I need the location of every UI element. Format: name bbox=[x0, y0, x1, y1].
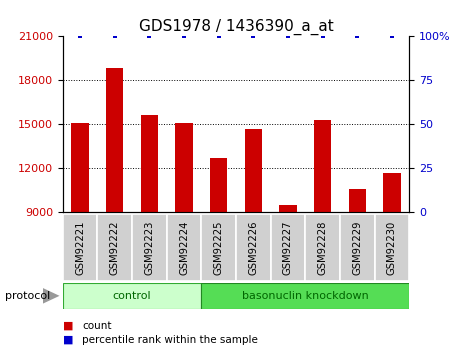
Text: GSM92229: GSM92229 bbox=[352, 220, 362, 275]
Bar bbox=[279, 205, 297, 212]
Text: GSM92225: GSM92225 bbox=[213, 220, 224, 275]
Bar bbox=[271, 214, 305, 281]
Text: count: count bbox=[82, 321, 112, 331]
Text: GSM92223: GSM92223 bbox=[144, 220, 154, 275]
Point bbox=[388, 33, 396, 39]
Point bbox=[250, 33, 257, 39]
Point bbox=[284, 33, 292, 39]
Bar bbox=[314, 120, 331, 212]
Bar bbox=[141, 115, 158, 212]
Point bbox=[215, 33, 222, 39]
Text: GSM92221: GSM92221 bbox=[75, 220, 85, 275]
Polygon shape bbox=[43, 288, 60, 304]
Point bbox=[76, 33, 84, 39]
Text: GSM92230: GSM92230 bbox=[387, 220, 397, 275]
Bar bbox=[201, 283, 409, 309]
Title: GDS1978 / 1436390_a_at: GDS1978 / 1436390_a_at bbox=[139, 19, 333, 35]
Text: GSM92224: GSM92224 bbox=[179, 220, 189, 275]
Text: GSM92226: GSM92226 bbox=[248, 220, 259, 275]
Bar bbox=[340, 214, 374, 281]
Text: GSM92228: GSM92228 bbox=[318, 220, 328, 275]
Bar bbox=[132, 214, 166, 281]
Text: GSM92222: GSM92222 bbox=[110, 220, 120, 275]
Text: control: control bbox=[113, 291, 152, 301]
Point bbox=[353, 33, 361, 39]
Point bbox=[146, 33, 153, 39]
Point bbox=[319, 33, 326, 39]
Bar bbox=[63, 283, 201, 309]
Bar bbox=[167, 214, 201, 281]
Bar bbox=[236, 214, 271, 281]
Text: GSM92227: GSM92227 bbox=[283, 220, 293, 275]
Bar bbox=[63, 214, 98, 281]
Bar bbox=[305, 214, 340, 281]
Text: ■: ■ bbox=[63, 321, 73, 331]
Text: protocol: protocol bbox=[5, 291, 50, 301]
Bar bbox=[98, 214, 132, 281]
Text: percentile rank within the sample: percentile rank within the sample bbox=[82, 335, 258, 345]
Text: basonuclin knockdown: basonuclin knockdown bbox=[242, 291, 369, 301]
Bar bbox=[72, 124, 89, 212]
Bar bbox=[106, 68, 123, 212]
Bar bbox=[210, 158, 227, 212]
Bar bbox=[175, 124, 193, 212]
Bar bbox=[201, 214, 236, 281]
Bar bbox=[245, 129, 262, 212]
Text: ■: ■ bbox=[63, 335, 73, 345]
Point bbox=[180, 33, 188, 39]
Point bbox=[111, 33, 119, 39]
Bar bbox=[349, 189, 366, 212]
Bar bbox=[375, 214, 409, 281]
Bar bbox=[383, 172, 400, 212]
